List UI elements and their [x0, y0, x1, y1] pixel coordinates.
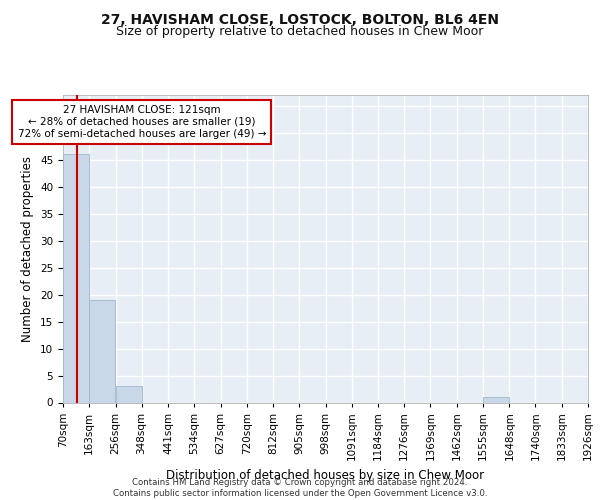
- Bar: [63, 154, 89, 402]
- Text: Contains HM Land Registry data © Crown copyright and database right 2024.
Contai: Contains HM Land Registry data © Crown c…: [113, 478, 487, 498]
- Text: Size of property relative to detached houses in Chew Moor: Size of property relative to detached ho…: [116, 25, 484, 38]
- Bar: [483, 397, 509, 402]
- Text: 27, HAVISHAM CLOSE, LOSTOCK, BOLTON, BL6 4EN: 27, HAVISHAM CLOSE, LOSTOCK, BOLTON, BL6…: [101, 12, 499, 26]
- Text: 27 HAVISHAM CLOSE: 121sqm
← 28% of detached houses are smaller (19)
72% of semi-: 27 HAVISHAM CLOSE: 121sqm ← 28% of detac…: [17, 106, 266, 138]
- Bar: [89, 300, 115, 402]
- Y-axis label: Number of detached properties: Number of detached properties: [22, 156, 34, 342]
- X-axis label: Distribution of detached houses by size in Chew Moor: Distribution of detached houses by size …: [166, 468, 485, 481]
- Bar: [116, 386, 142, 402]
